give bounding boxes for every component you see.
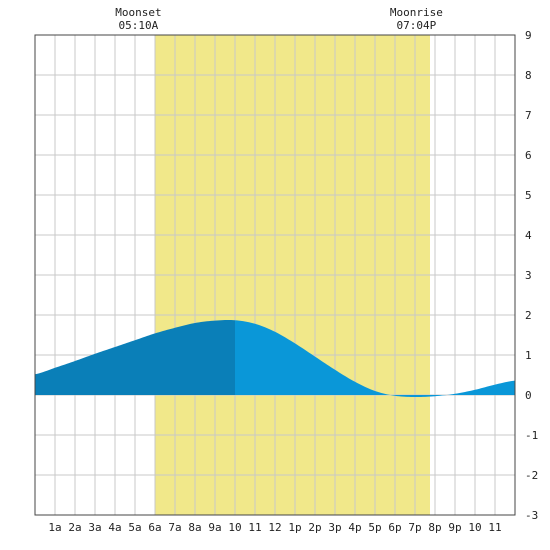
- x-tick-label: 5a: [128, 521, 141, 534]
- x-tick-label: 1p: [288, 521, 301, 534]
- y-tick-label: -2: [525, 469, 538, 482]
- y-tick-label: 1: [525, 349, 532, 362]
- moon-event-label: Moonrise: [390, 6, 443, 19]
- x-tick-label: 7p: [408, 521, 421, 534]
- y-tick-label: 5: [525, 189, 532, 202]
- x-tick-label: 3p: [328, 521, 341, 534]
- y-tick-label: 8: [525, 69, 532, 82]
- tide-area-layer: [35, 319, 515, 398]
- moon-event-time: 07:04P: [397, 19, 437, 32]
- x-tick-label: 7a: [168, 521, 181, 534]
- x-tick-label: 10: [228, 521, 241, 534]
- y-tick-label: 7: [525, 109, 532, 122]
- y-tick-label: 2: [525, 309, 532, 322]
- x-tick-label: 5p: [368, 521, 381, 534]
- y-tick-label: 9: [525, 29, 532, 42]
- tide-area-segment-2: [235, 320, 515, 398]
- y-tick-label: 4: [525, 229, 532, 242]
- y-tick-label: 6: [525, 149, 532, 162]
- x-tick-label: 3a: [88, 521, 101, 534]
- x-tick-label: 9a: [208, 521, 221, 534]
- tide-area-segment-1: [35, 319, 235, 395]
- y-tick-label: -1: [525, 429, 538, 442]
- y-tick-label: 0: [525, 389, 532, 402]
- x-tick-label: 9p: [448, 521, 461, 534]
- x-tick-label: 4p: [348, 521, 361, 534]
- x-tick-label: 11: [248, 521, 261, 534]
- x-tick-label: 10: [468, 521, 481, 534]
- x-tick-label: 4a: [108, 521, 121, 534]
- y-tick-label: -3: [525, 509, 538, 522]
- x-tick-label: 2p: [308, 521, 321, 534]
- y-tick-label: 3: [525, 269, 532, 282]
- x-tick-label: 8p: [428, 521, 441, 534]
- x-tick-label: 1a: [48, 521, 61, 534]
- x-tick-label: 6p: [388, 521, 401, 534]
- x-tick-label: 11: [488, 521, 501, 534]
- axis-layer: 1a 2a 3a 4a 5a 6a 7a 8a 9a 10 11 12 1p 2p 3p 4p 5p 6p 7p 8p…: [48, 29, 538, 534]
- plot-border: [34, 34, 516, 516]
- x-tick-label: 12: [268, 521, 281, 534]
- moon-event-time: 05:10A: [119, 19, 159, 32]
- x-tick-label: 6a: [148, 521, 161, 534]
- grid-layer: [35, 35, 515, 515]
- x-tick-label: 8a: [188, 521, 201, 534]
- moon-event-label: Moonset: [115, 6, 161, 19]
- x-tick-label: 2a: [68, 521, 81, 534]
